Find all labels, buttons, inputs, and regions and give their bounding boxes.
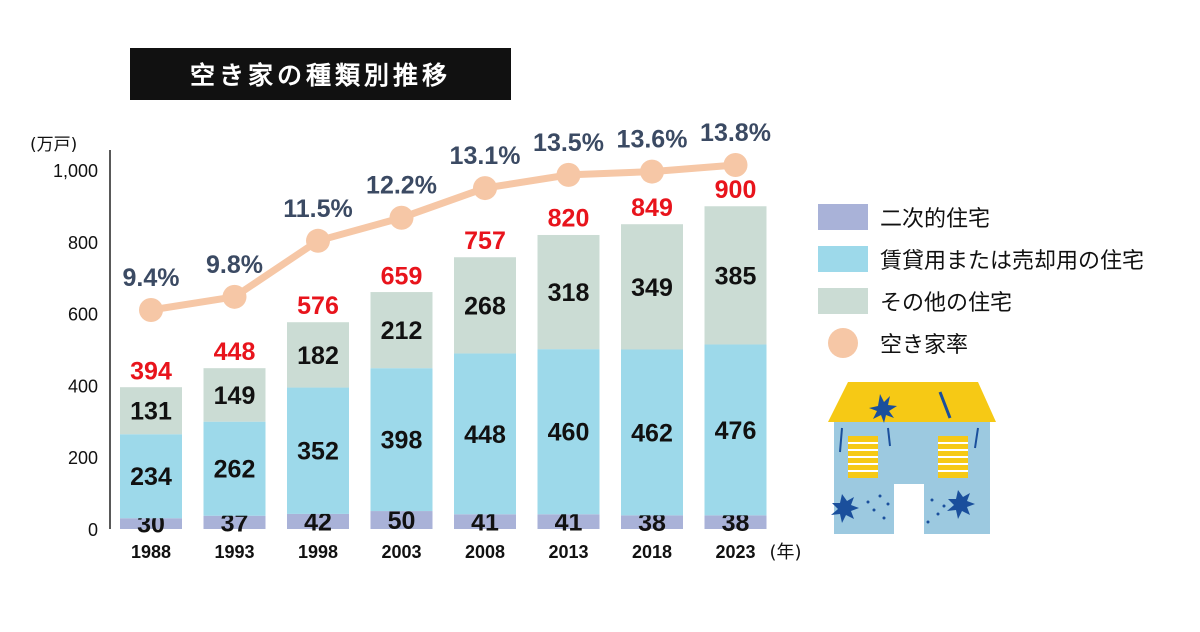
bar-value-label: 318 [548, 279, 590, 307]
bar-segment [704, 206, 767, 345]
bar-value-label: 398 [381, 427, 423, 455]
bar-value-label: 131 [130, 398, 172, 426]
legend-swatch [818, 288, 868, 314]
bar-segment [370, 368, 433, 512]
bar-segment [704, 515, 767, 529]
legend-item-vacancy-rate: 空き家率 [818, 322, 1144, 364]
bar-total-label: 448 [214, 338, 256, 366]
bar-value-label: 182 [297, 342, 339, 370]
rate-label: 13.1% [450, 142, 521, 170]
bar-segment [454, 353, 516, 515]
y-tick-label: 600 [68, 305, 98, 325]
x-tick-label: 1988 [131, 542, 171, 562]
bar-segment [287, 322, 349, 388]
rate-point [222, 284, 247, 309]
x-axis-unit: (年) [770, 542, 801, 563]
bar-total-label: 849 [631, 194, 673, 222]
rate-point [389, 205, 414, 230]
bar-segment [370, 292, 433, 369]
bar-segment [203, 515, 266, 529]
legend-label: 空き家率 [880, 333, 969, 358]
legend-label: 二次的住宅 [880, 207, 991, 232]
bar-segment [621, 515, 683, 529]
legend-label: 賃貸用または売却用の住宅 [880, 249, 1145, 274]
x-tick-label: 2023 [715, 542, 755, 562]
y-tick-label: 0 [88, 520, 98, 540]
bar-segment [537, 514, 600, 529]
y-tick-label: 1,000 [53, 161, 98, 181]
bar-segment [454, 257, 516, 354]
bar-segment [120, 387, 182, 435]
x-tick-label: 2003 [381, 542, 421, 562]
chart-title: 空き家の種類別推移 [130, 48, 511, 100]
bar-value-label: 234 [130, 463, 172, 491]
bar-segment [287, 387, 349, 514]
bar-value-label: 262 [214, 456, 256, 484]
rate-label: 11.5% [283, 195, 353, 223]
rate-point [556, 162, 581, 187]
bar-total-label: 900 [715, 176, 757, 204]
rate-label: 13.8% [700, 119, 771, 147]
bar-segment [537, 349, 600, 515]
y-axis-unit: (万戸) [30, 135, 77, 155]
bar-value-label: 349 [631, 274, 673, 302]
rate-label: 9.8% [206, 251, 263, 279]
rate-label: 13.6% [617, 126, 688, 154]
legend-dot [828, 328, 858, 358]
rate-point [306, 228, 330, 253]
legend-swatch [818, 204, 868, 230]
bar-value-label: 352 [297, 438, 339, 466]
bar-value-label: 476 [715, 417, 757, 445]
legend-item-other: その他の住宅 [818, 280, 1144, 322]
bar-segment [120, 518, 182, 529]
rate-point [473, 176, 497, 201]
bar-value-label: 460 [548, 419, 590, 447]
bar-segment [287, 513, 349, 529]
legend-item-rental-sale: 賃貸用または売却用の住宅 [818, 238, 1144, 280]
x-tick-label: 1998 [298, 542, 338, 562]
y-tick-label: 200 [68, 448, 98, 468]
bar-segment [454, 514, 516, 529]
y-tick-label: 800 [68, 233, 98, 253]
bar-total-label: 757 [464, 227, 506, 255]
rate-label: 13.5% [533, 129, 604, 157]
legend-item-second-homes: 二次的住宅 [818, 196, 1144, 238]
x-tick-label: 2013 [548, 542, 588, 562]
bar-segment [370, 511, 433, 529]
bar-value-label: 268 [464, 292, 506, 320]
bar-segment [537, 234, 600, 350]
rate-point [640, 159, 664, 184]
abandoned-house-icon [828, 382, 996, 534]
bar-value-label: 462 [631, 419, 673, 447]
bar-total-label: 659 [381, 262, 423, 290]
bar-value-label: 385 [715, 262, 757, 290]
bar-value-label: 448 [464, 421, 506, 449]
rate-label: 9.4% [123, 264, 180, 292]
bar-segment [203, 368, 266, 422]
bar-value-label: 50 [388, 507, 416, 535]
rate-label: 12.2% [366, 172, 437, 200]
x-tick-label: 2008 [465, 542, 505, 562]
legend-label: その他の住宅 [880, 291, 1013, 316]
bar-segment [120, 434, 182, 519]
rate-line [150, 161, 736, 314]
x-tick-label: 1993 [214, 542, 254, 562]
chart-canvas: (万戸)02004006008001,000302341313941988372… [30, 119, 801, 563]
bar-value-label: 149 [214, 382, 256, 410]
bar-segment [203, 421, 266, 516]
rate-point [723, 153, 748, 177]
y-tick-label: 400 [68, 376, 98, 396]
bar-segment [704, 344, 767, 516]
bar-total-label: 820 [548, 205, 590, 233]
bar-segment [621, 224, 683, 350]
rate-point [139, 298, 163, 322]
bar-total-label: 576 [297, 292, 339, 320]
bar-total-label: 394 [130, 358, 172, 386]
legend: 二次的住宅 賃貸用または売却用の住宅 その他の住宅 空き家率 [818, 196, 1144, 364]
legend-swatch [818, 246, 868, 272]
x-tick-label: 2018 [632, 542, 672, 562]
bar-segment [621, 349, 683, 516]
bar-value-label: 212 [381, 317, 423, 345]
